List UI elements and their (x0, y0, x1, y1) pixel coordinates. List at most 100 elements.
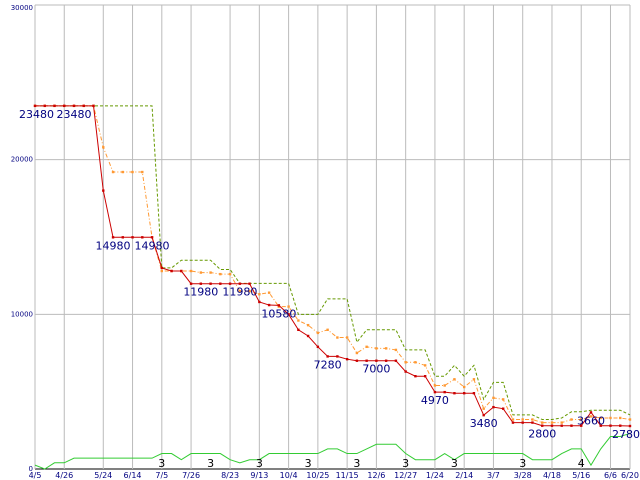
point-average (482, 407, 485, 410)
point-average (306, 323, 310, 327)
x-tick-label: 6/6 (604, 471, 617, 480)
series-line-min (35, 105, 631, 427)
point-average (209, 271, 212, 274)
point-average (355, 351, 359, 355)
data-label: 11980 (222, 286, 257, 299)
x-axis-ticks: 4/5 4/26 5/24 6/14 7/5 7/26 8/23 9/13 10/4 10/25 1… (29, 471, 639, 480)
x-tick-label: 11/15 (336, 471, 359, 480)
data-label: 23480 (57, 108, 92, 121)
point-min (550, 424, 554, 427)
point-average (238, 289, 242, 293)
point-min (141, 236, 144, 239)
point-average (345, 336, 349, 339)
point-min (628, 424, 632, 428)
point-min (92, 104, 95, 108)
point-min (531, 421, 534, 424)
point-average (628, 418, 632, 421)
point-average (267, 291, 271, 294)
data-label: 7280 (314, 358, 342, 371)
point-average (589, 415, 593, 418)
point-min (384, 359, 388, 362)
data-label: 3660 (577, 414, 605, 427)
point-average (414, 361, 417, 364)
data-label: 14980 (135, 239, 170, 252)
point-average (453, 378, 456, 381)
point-average (531, 418, 534, 421)
count-label: 3 (402, 457, 409, 470)
series-lines (33, 104, 632, 470)
point-min (43, 104, 46, 108)
point-min (345, 357, 349, 361)
point-average (384, 347, 388, 350)
data-labels: 23480 23480 14980 14980 11980 11980 10580 7280 7… (19, 108, 640, 470)
point-average (102, 146, 105, 149)
count-label: 3 (256, 457, 263, 470)
point-average (287, 305, 290, 308)
point-min (609, 424, 612, 427)
y-tick-label: 20000 (11, 156, 33, 164)
x-tick-label: 5/16 (572, 471, 590, 480)
count-label: 3 (305, 457, 312, 470)
x-tick-label: 7/26 (182, 471, 200, 480)
point-min (423, 375, 427, 378)
point-average (219, 272, 222, 276)
point-min (462, 392, 466, 395)
point-average (199, 271, 203, 274)
point-average (111, 170, 115, 174)
point-min (443, 390, 446, 394)
point-average (609, 416, 612, 420)
point-average (462, 385, 466, 389)
point-average (131, 170, 134, 174)
point-min (306, 334, 310, 338)
point-min (365, 359, 368, 362)
point-average (433, 384, 437, 387)
point-min (375, 359, 378, 362)
point-min (82, 104, 85, 108)
count-label: 3 (353, 457, 360, 470)
point-min (482, 413, 485, 417)
x-tick-label: 8/23 (221, 471, 239, 480)
point-average (423, 364, 427, 367)
point-min (111, 236, 115, 239)
point-average (160, 269, 164, 273)
point-average (570, 418, 573, 421)
point-min (63, 104, 66, 108)
point-min (619, 424, 622, 427)
count-label: 3 (158, 457, 165, 470)
x-tick-label: 6/14 (124, 471, 142, 480)
point-min (599, 424, 602, 427)
point-min (150, 236, 154, 239)
x-tick-label: 4/26 (55, 471, 73, 480)
count-label: 4 (578, 457, 585, 470)
point-average (365, 345, 368, 349)
point-average (541, 421, 544, 424)
point-min (541, 424, 544, 427)
point-min (492, 405, 495, 409)
point-average (326, 328, 329, 331)
point-average (141, 170, 144, 174)
y-tick-label: 10000 (11, 310, 33, 318)
point-min (180, 269, 183, 273)
x-tick-label: 3/28 (514, 471, 532, 480)
x-tick-label: 9/13 (250, 471, 268, 480)
data-label: 10580 (261, 307, 296, 320)
point-average (316, 331, 320, 335)
point-min (404, 370, 407, 373)
point-min (160, 266, 164, 270)
series-line-max (35, 105, 631, 421)
point-min (521, 421, 524, 424)
y-tick-label: 0 (29, 465, 33, 473)
point-min (209, 282, 212, 285)
count-label: 3 (519, 457, 526, 470)
point-average (560, 421, 563, 424)
series-line-average (35, 105, 631, 424)
series-line-count (34, 432, 631, 470)
x-tick-label: 10/4 (280, 471, 298, 480)
point-min (570, 424, 573, 427)
point-min (131, 236, 134, 239)
point-min (297, 328, 300, 331)
point-average (258, 293, 261, 296)
data-label: 7000 (362, 363, 390, 376)
